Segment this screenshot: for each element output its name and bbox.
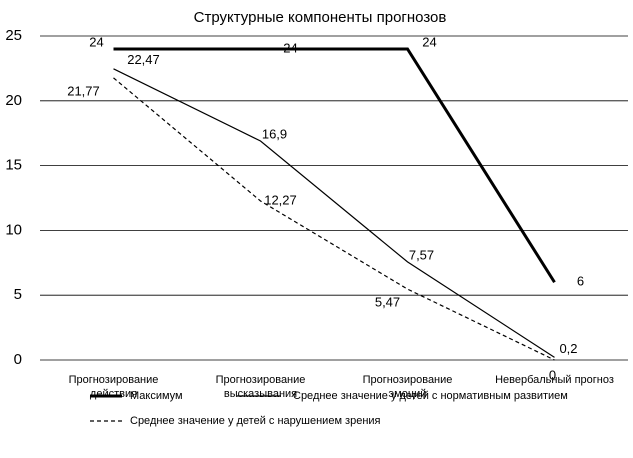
data-label: 7,57	[409, 247, 434, 262]
data-label: 21,77	[67, 83, 100, 98]
y-tick-label: 25	[5, 27, 22, 44]
data-label: 0	[549, 367, 556, 382]
data-label: 6	[577, 274, 584, 289]
data-label: 24	[422, 34, 436, 49]
data-label: 0,2	[559, 341, 577, 356]
x-tick-label: Прогнозирование высказывания	[216, 374, 306, 400]
x-tick-label: Невербальный прогноз	[495, 374, 614, 386]
series-line	[113, 68, 555, 358]
legend-label: Среднее значение у детей с нормативным р…	[293, 390, 568, 402]
y-tick-label: 10	[5, 221, 22, 238]
data-label: 22,47	[127, 52, 160, 67]
y-tick-label: 15	[5, 157, 22, 174]
series-line	[113, 47, 556, 284]
data-label: 24	[89, 34, 103, 49]
data-label: 16,9	[262, 126, 287, 141]
y-tick-label: 5	[14, 286, 22, 303]
legend-label: Среднее значение у детей с нарушением зр…	[130, 415, 381, 427]
data-label: 12,27	[264, 192, 297, 207]
chart-title: Структурные компоненты прогнозов	[194, 9, 447, 26]
legend-label: Максимум	[130, 390, 183, 402]
x-tick-label: Прогнозирование эмоций	[363, 374, 453, 400]
data-label: 5,47	[375, 295, 400, 310]
data-label: 24	[283, 40, 297, 55]
series-line	[113, 77, 555, 361]
y-tick-label: 0	[14, 351, 22, 368]
y-tick-label: 20	[5, 92, 22, 109]
